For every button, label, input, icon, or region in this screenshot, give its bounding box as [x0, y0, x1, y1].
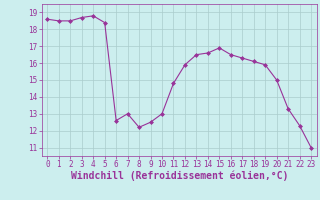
X-axis label: Windchill (Refroidissement éolien,°C): Windchill (Refroidissement éolien,°C) — [70, 171, 288, 181]
